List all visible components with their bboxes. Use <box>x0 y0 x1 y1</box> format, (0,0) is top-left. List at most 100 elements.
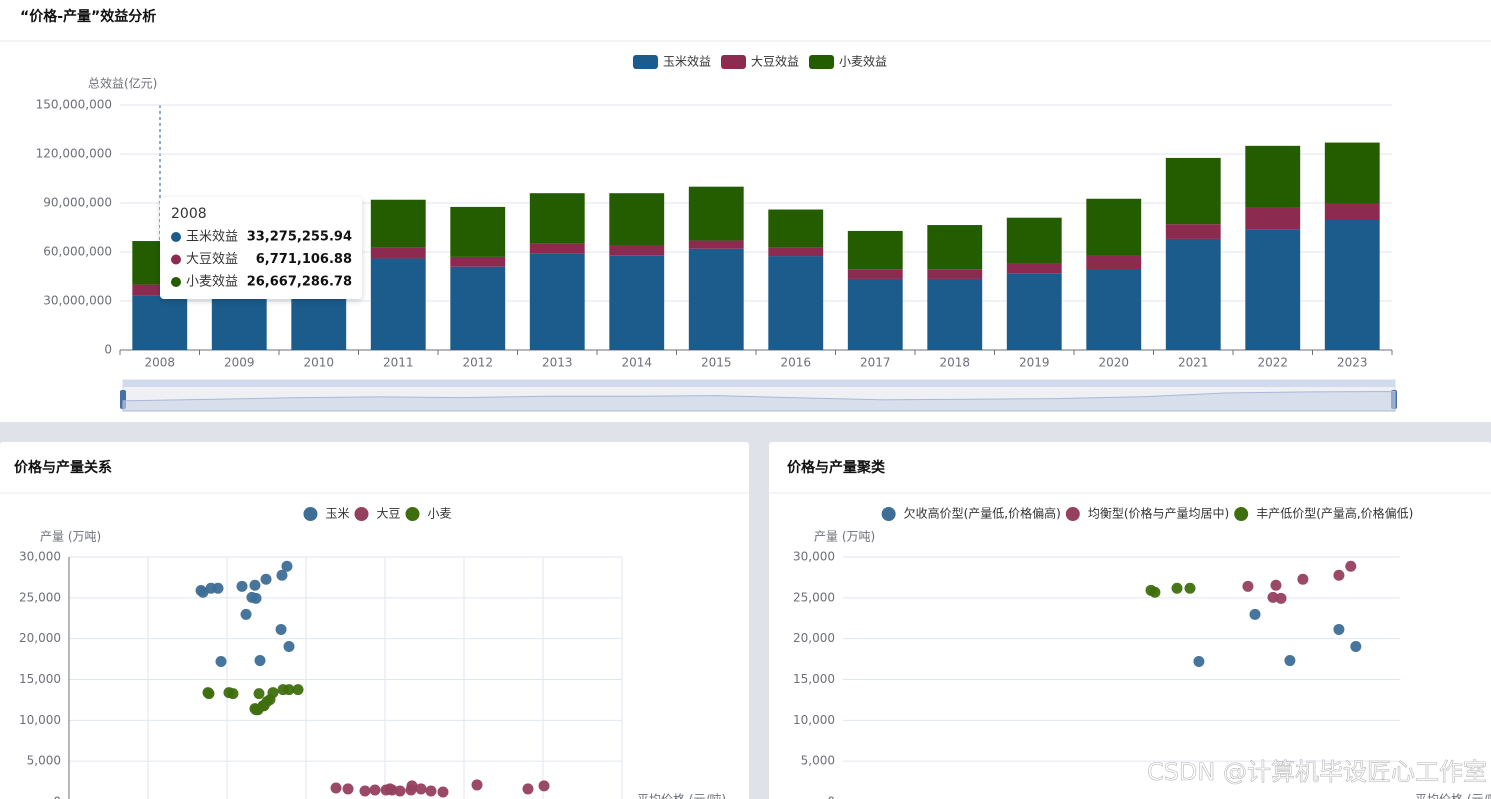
x-tick-label: 2015 <box>701 356 732 370</box>
scatter-point <box>249 579 261 591</box>
bar-segment <box>1245 207 1301 230</box>
legend-item[interactable]: 丰产低价型(产量高,价格偏低) <box>1234 506 1413 522</box>
bar-segment <box>1165 238 1221 350</box>
zoom-bar[interactable] <box>123 380 1395 387</box>
bar-segment <box>450 266 506 350</box>
y-tick-label: 0 <box>104 343 112 357</box>
scatter-point <box>522 783 534 795</box>
scatter-point <box>1249 608 1261 620</box>
scatter-point <box>386 784 398 796</box>
scatter-point <box>254 655 266 667</box>
scatter-point <box>267 687 279 699</box>
scatter-point <box>437 786 449 798</box>
tooltip: 2008 玉米效益 33,275,255.94 大豆效益 6,771,106.88 小麦效… <box>160 197 362 299</box>
scatter-point <box>253 688 265 700</box>
bar-segment <box>688 248 744 350</box>
y-tick-label: 30,000 <box>793 550 835 564</box>
bar-segment <box>1086 255 1142 269</box>
scatter-point <box>330 782 342 794</box>
legend-label: 大豆 <box>376 507 400 521</box>
left-panel <box>0 442 749 799</box>
y-tick-label: 0 <box>53 795 61 799</box>
scatter-point <box>1193 656 1205 668</box>
panel-title: 价格与产量聚类 <box>787 459 886 476</box>
y-tick-label: 15,000 <box>19 672 61 686</box>
scatter-point <box>342 783 354 795</box>
legend-swatch <box>405 507 420 521</box>
bar-segment <box>768 209 824 248</box>
legend-item[interactable]: 均衡型(价格与产量均居中) <box>1065 506 1229 522</box>
bar-segment <box>1006 217 1062 264</box>
scatter-point <box>275 623 287 635</box>
scatter-point <box>1350 641 1362 653</box>
bar-segment <box>847 269 903 279</box>
bar-segment <box>1086 268 1142 350</box>
x-tick-label: 2009 <box>224 356 255 370</box>
bar-segment <box>1086 198 1142 256</box>
legend-label: 欠收高价型(产量低,价格偏高) <box>904 506 1061 521</box>
scatter-point <box>276 569 288 581</box>
scatter-point <box>212 582 224 594</box>
tooltip-value: 26,667,286.78 <box>247 275 352 290</box>
tooltip-name: 小麦效益 <box>186 275 238 290</box>
y-tick-label: 10,000 <box>19 713 61 727</box>
legend-item[interactable]: 欠收高价型(产量低,价格偏高) <box>881 506 1061 522</box>
legend-item[interactable]: 大豆效益 <box>720 54 799 70</box>
bar-segment <box>609 245 665 256</box>
legend-swatch <box>1065 507 1080 521</box>
legend-swatch <box>303 507 318 521</box>
y-tick-label: 15,000 <box>793 672 835 686</box>
scatter-point <box>1297 573 1309 585</box>
legend-item[interactable]: 大豆 <box>354 507 401 522</box>
legend-item[interactable]: 小麦效益 <box>809 54 887 70</box>
legend-label: 玉米 <box>325 507 349 521</box>
scatter-point <box>405 784 417 796</box>
scatter-point <box>1333 569 1345 581</box>
legend-label: 丰产低价型(产量高,价格偏低) <box>1256 506 1413 521</box>
legend-swatch <box>720 55 746 69</box>
bar-segment <box>1324 142 1380 203</box>
bar-segment <box>370 247 426 259</box>
scatter-point <box>236 580 248 592</box>
bar-segment <box>1165 157 1221 225</box>
tooltip-marker <box>171 277 181 287</box>
bar-segment <box>1006 273 1062 350</box>
bar-segment <box>370 258 426 350</box>
bar-segment <box>1245 145 1301 208</box>
scatter-point <box>250 592 262 604</box>
y-tick-label: 30,000,000 <box>43 294 112 308</box>
bar-segment <box>1324 219 1380 350</box>
bar-segment <box>609 193 665 246</box>
bar-segment <box>927 225 983 270</box>
legend-swatch <box>632 55 658 69</box>
scatter-point <box>415 783 427 795</box>
x-tick-label: 2012 <box>462 356 493 370</box>
y-tick-label: 20,000 <box>19 631 61 645</box>
scatter-point <box>281 560 293 572</box>
tooltip-marker <box>171 232 181 242</box>
bar-segment <box>768 247 824 257</box>
legend-item[interactable]: 玉米 <box>303 507 349 522</box>
x-tick-label: 2016 <box>780 356 811 370</box>
tooltip-title: 2008 <box>171 206 207 222</box>
y-tick-label: 20,000 <box>793 631 835 645</box>
y-tick-label: 25,000 <box>19 590 61 604</box>
legend-swatch <box>809 55 835 69</box>
bar-segment <box>847 278 903 350</box>
x-tick-label: 2020 <box>1098 356 1129 370</box>
y-tick-label: 25,000 <box>793 590 835 604</box>
legend-label: 小麦 <box>428 507 452 521</box>
scatter-point <box>425 785 437 797</box>
scatter-point <box>1275 592 1287 604</box>
scatter-point <box>1171 582 1183 594</box>
bar-segment <box>688 240 744 249</box>
data-zoom[interactable] <box>120 379 1397 412</box>
legend-item[interactable]: 玉米效益 <box>632 54 711 70</box>
x-tick-label: 2021 <box>1178 356 1209 370</box>
x-axis-label: 平均价格 (元/吨) <box>1415 792 1491 799</box>
panel-title: 价格与产量关系 <box>14 459 112 476</box>
bar-segment <box>132 284 188 296</box>
bar-segment <box>768 256 824 350</box>
legend-item[interactable]: 小麦 <box>405 507 452 522</box>
